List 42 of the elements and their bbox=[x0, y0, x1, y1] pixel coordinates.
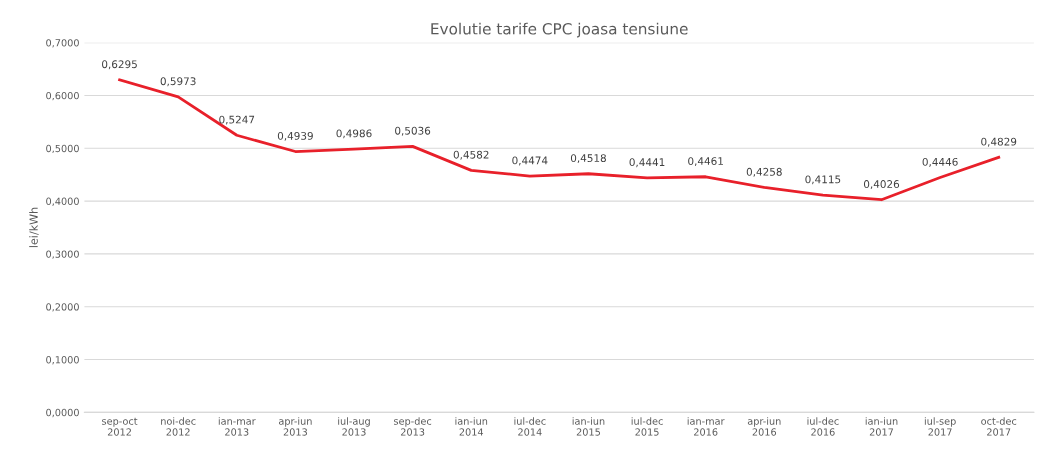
x-tick-label: ian-iun 2015 bbox=[572, 417, 605, 436]
x-tick-label: iul-sep 2017 bbox=[924, 417, 956, 436]
data-label: 0,4518 bbox=[570, 154, 606, 164]
x-tick-label: iul-dec 2016 bbox=[807, 417, 839, 436]
y-tick-label: 0,7000 bbox=[46, 39, 79, 48]
x-tick-label: noi-dec 2012 bbox=[161, 417, 196, 436]
y-tick-label: 0,3000 bbox=[46, 250, 79, 259]
y-tick-label: 0,6000 bbox=[46, 91, 79, 101]
x-tick-label: iul-dec 2015 bbox=[631, 417, 663, 436]
x-tick-label: apr-iun 2016 bbox=[747, 417, 781, 436]
data-label: 0,4939 bbox=[277, 131, 313, 141]
data-label: 0,4986 bbox=[336, 129, 372, 139]
data-label: 0,4446 bbox=[922, 157, 958, 167]
x-tick-label: ian-mar 2013 bbox=[218, 417, 256, 436]
x-tick-label: ian-iun 2017 bbox=[865, 417, 898, 436]
x-tick-label: ian-iun 2014 bbox=[455, 417, 488, 436]
x-tick-label: iul-aug 2013 bbox=[338, 417, 370, 436]
data-label: 0,4026 bbox=[863, 180, 900, 190]
data-label: 0,4582 bbox=[453, 150, 489, 160]
data-label: 0,4474 bbox=[512, 156, 548, 166]
data-label: 0,4461 bbox=[688, 157, 723, 167]
y-tick-label: 0,2000 bbox=[46, 303, 79, 312]
y-tick-label: 0,5000 bbox=[46, 144, 79, 154]
y-axis-title: lei/kWh bbox=[29, 207, 39, 248]
y-tick-label: 0,1000 bbox=[46, 356, 79, 365]
y-tick-label: 0,4000 bbox=[46, 197, 79, 206]
data-label: 0,5247 bbox=[219, 115, 255, 125]
x-tick-label: sep-oct 2012 bbox=[102, 417, 138, 436]
data-label: 0,4258 bbox=[746, 167, 782, 177]
x-tick-label: ian-mar 2016 bbox=[687, 417, 725, 436]
data-label: 0,4441 bbox=[629, 158, 665, 168]
data-label: 0,6295 bbox=[102, 60, 137, 70]
x-tick-label: apr-iun 2013 bbox=[278, 417, 312, 436]
data-label: 0,4115 bbox=[805, 175, 841, 185]
data-label: 0,5973 bbox=[160, 77, 196, 87]
data-label: 0,4829 bbox=[981, 137, 1017, 147]
chart-title: Evolutie tarife CPC joasa tensiune bbox=[431, 22, 688, 38]
x-tick-label: iul-dec 2014 bbox=[514, 417, 546, 436]
x-tick-label: sep-dec 2013 bbox=[394, 417, 432, 436]
x-tick-label: oct-dec 2017 bbox=[981, 417, 1017, 436]
data-label: 0,5036 bbox=[395, 126, 431, 136]
y-tick-label: 0,0000 bbox=[46, 408, 79, 418]
